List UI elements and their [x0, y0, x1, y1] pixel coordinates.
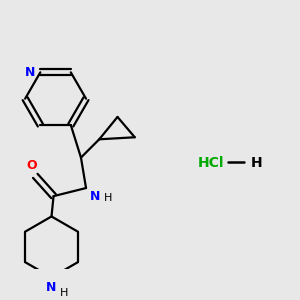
Text: H: H — [60, 287, 68, 298]
Text: O: O — [26, 159, 37, 172]
Text: HCl: HCl — [198, 156, 224, 170]
Text: N: N — [25, 66, 35, 79]
Text: N: N — [46, 281, 57, 294]
Text: N: N — [90, 190, 101, 203]
Text: H: H — [251, 156, 262, 170]
Text: H: H — [104, 193, 113, 203]
